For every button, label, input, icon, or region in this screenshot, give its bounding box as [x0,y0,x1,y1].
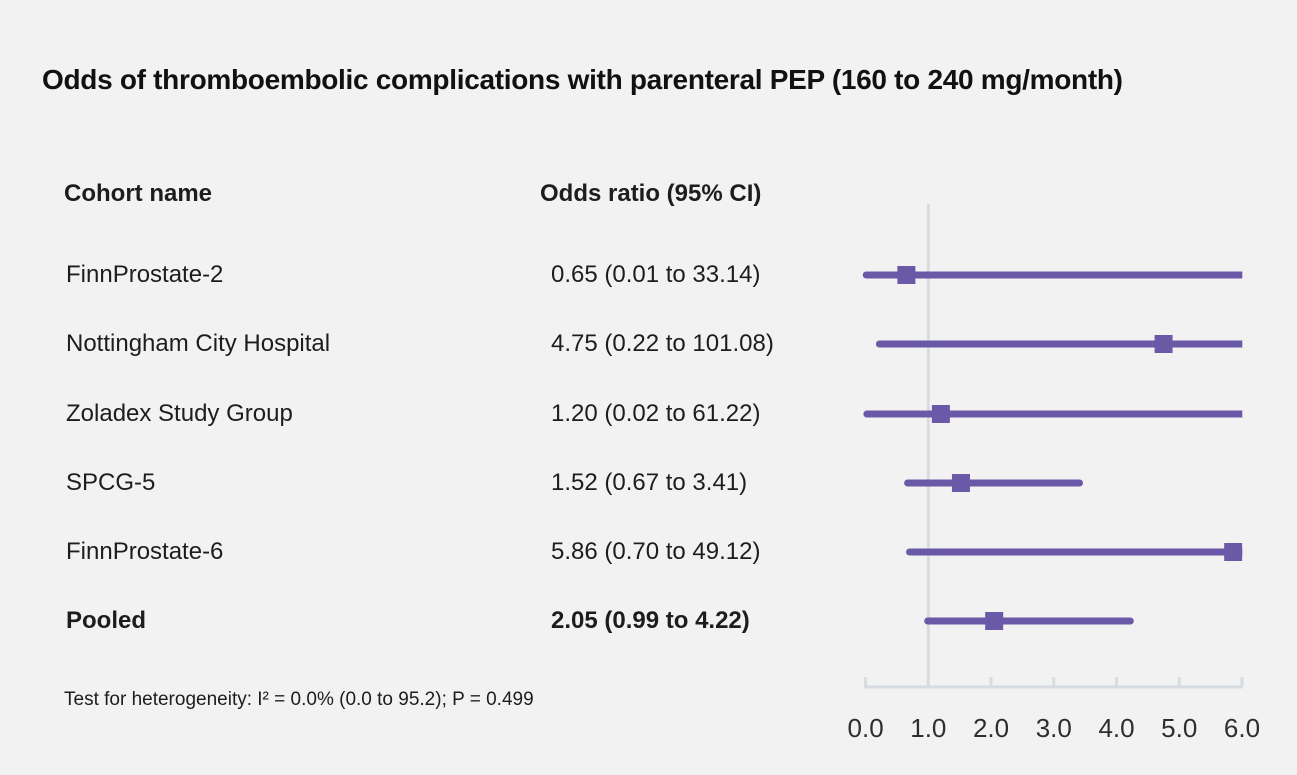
pooled-point-marker [985,612,1004,630]
point-marker [897,266,916,284]
x-axis-tick-label: 5.0 [1161,713,1197,743]
x-axis-tick-label: 1.0 [910,713,946,743]
point-marker [951,474,970,492]
x-axis-tick-label: 0.0 [848,713,884,743]
odds-ratio-value: 5.86 (0.70 to 49.12) [551,538,761,565]
cohort-name: Zoladex Study Group [66,400,293,427]
x-axis-tick-label: 2.0 [973,713,1009,743]
heterogeneity-footnote: Test for heterogeneity: I² = 0.0% (0.0 t… [64,689,534,710]
odds-ratio-value: 4.75 (0.22 to 101.08) [551,330,774,357]
odds-ratio-value: 1.20 (0.02 to 61.22) [551,400,761,427]
x-axis-tick-label: 6.0 [1224,713,1260,743]
odds-ratio-value-pooled: 2.05 (0.99 to 4.22) [551,607,750,634]
x-axis-tick-label: 4.0 [1098,713,1134,743]
cohort-name: FinnProstate-6 [66,538,224,565]
point-marker [1224,543,1243,561]
chart-title: Odds of thromboembolic complications wit… [42,64,1123,95]
odds-ratio-value: 1.52 (0.67 to 3.41) [551,469,748,496]
column-header-cohort-name: Cohort name [64,180,213,207]
point-marker [931,405,950,423]
x-axis-tick-label: 3.0 [1036,713,1072,743]
point-marker [1154,335,1173,353]
cohort-name: Nottingham City Hospital [66,330,331,357]
ci-lines-group [862,266,1243,630]
column-header-odds-ratio: Odds ratio (95% CI) [540,180,762,207]
cohort-name: SPCG-5 [66,469,156,496]
cohort-name: FinnProstate-2 [66,261,224,288]
odds-ratio-value: 0.65 (0.01 to 33.14) [551,261,761,288]
cohort-name-pooled: Pooled [66,607,147,634]
